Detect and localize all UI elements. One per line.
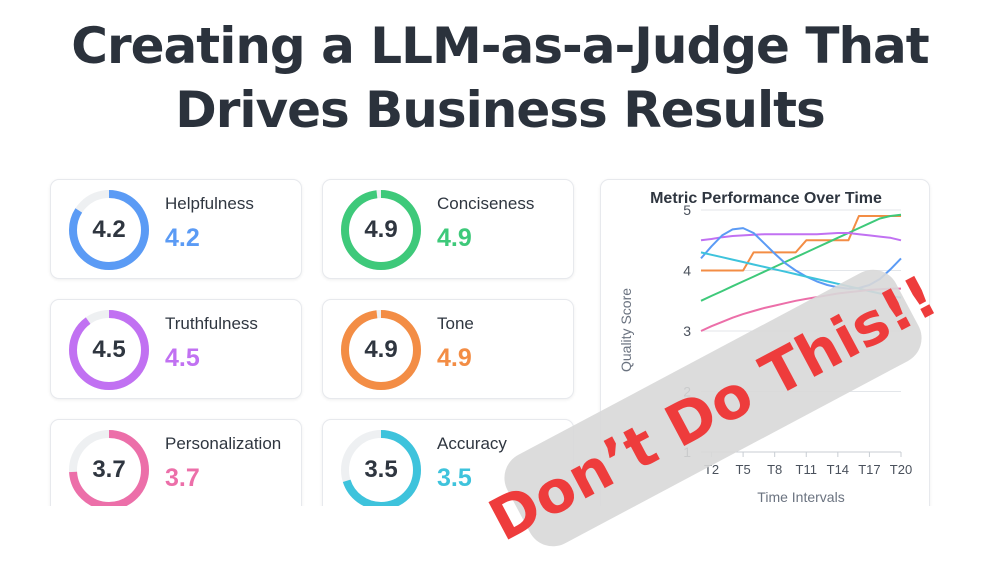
metric-card-tone: 4.9 Tone 4.9 (322, 299, 574, 399)
metric-value: 4.9 (437, 224, 472, 252)
metric-value: 3.5 (437, 464, 472, 492)
y-tick-label: 5 (683, 202, 691, 218)
metric-name: Tone (437, 314, 474, 333)
metric-name: Helpfulness (165, 194, 254, 213)
ring-score: 4.5 (92, 336, 126, 363)
x-tick-label: T5 (736, 462, 751, 477)
y-tick-label: 3 (683, 323, 691, 339)
chart-title: Metric Performance Over Time (650, 190, 882, 207)
metric-name: Conciseness (437, 194, 535, 213)
ring-score: 4.9 (364, 336, 398, 363)
metric-value: 3.7 (165, 464, 200, 492)
series-line (701, 215, 901, 272)
series-line (700, 213, 902, 302)
page-title: Creating a LLM-as-a-Judge That Drives Bu… (0, 14, 1000, 142)
ring-score: 4.2 (92, 216, 126, 243)
score-ring (69, 310, 149, 390)
metric-name: Accuracy (437, 434, 507, 453)
x-tick-label: T14 (827, 462, 849, 477)
ring-score: 3.5 (364, 456, 398, 483)
metric-value: 4.2 (165, 224, 200, 252)
metric-card-helpfulness: 4.2 Helpfulness 4.2 (50, 179, 302, 279)
metric-card-personalization: 3.7 Personalization 3.7 (50, 419, 302, 519)
ring-progress (69, 310, 149, 390)
score-ring (341, 190, 421, 270)
score-ring (69, 190, 149, 270)
x-tick-label: T20 (890, 462, 912, 477)
metric-card-conciseness: 4.9 Conciseness 4.9 (322, 179, 574, 279)
ring-progress (341, 190, 421, 270)
ring-progress (341, 310, 421, 390)
y-tick-label: 4 (683, 263, 691, 279)
metric-card-truthfulness: 4.5 Truthfulness 4.5 (50, 299, 302, 399)
ring-score: 4.9 (364, 216, 398, 243)
y-axis-label: Quality Score (618, 288, 634, 372)
title-line-1: Creating a LLM-as-a-Judge That (71, 17, 929, 75)
x-tick-label: T11 (796, 462, 817, 477)
x-tick-label: T8 (767, 462, 782, 477)
series-line (700, 232, 902, 242)
metric-value: 4.9 (437, 344, 472, 372)
score-ring (341, 310, 421, 390)
metric-name: Personalization (165, 434, 282, 453)
x-axis-label: Time Intervals (757, 489, 844, 505)
metric-value: 4.5 (165, 344, 200, 372)
x-tick-label: T17 (858, 462, 880, 477)
title-line-2: Drives Business Results (175, 81, 826, 139)
ring-score: 3.7 (92, 456, 126, 483)
ring-progress (69, 190, 149, 270)
metric-name: Truthfulness (165, 314, 258, 333)
